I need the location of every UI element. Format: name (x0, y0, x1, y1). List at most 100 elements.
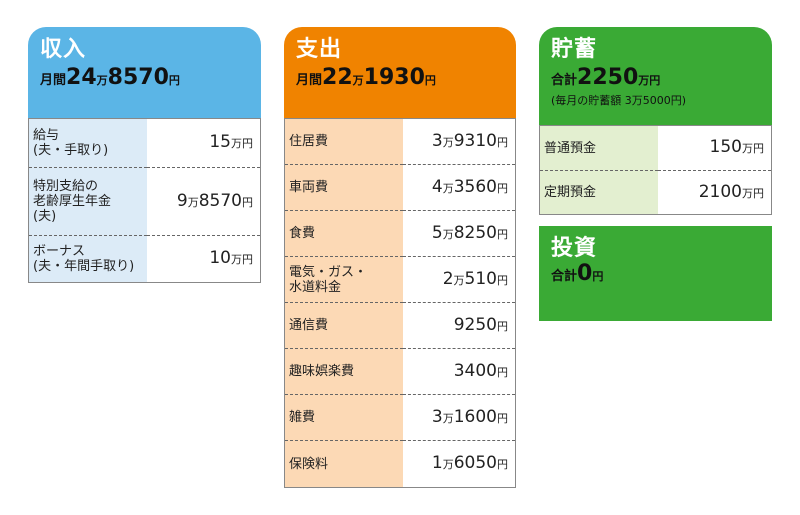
expense-table: 住居費 3万9310円 車両費 4万3560円 食費 5万8250円 電気・ガス・ 水道料金… (284, 118, 516, 488)
unit-label: 円 (592, 270, 604, 283)
amount-number: 8250 (453, 222, 497, 243)
unit-label: 円 (753, 186, 764, 200)
table-row: 住居費 3万9310円 (284, 118, 516, 165)
row-amount: 150万円 (657, 125, 772, 171)
amount-number: 9 (176, 190, 188, 211)
income-total-value: 24万8570円 (66, 65, 180, 90)
row-amount: 3万9310円 (402, 118, 516, 165)
income-title: 収入 (40, 37, 87, 62)
unit-label: 円 (753, 142, 764, 155)
table-row: 車両費 4万3560円 (284, 164, 516, 211)
table-row: 食費 5万8250円 (284, 210, 516, 257)
row-label: 雑費 (284, 394, 403, 441)
row-amount: 10万円 (146, 235, 261, 283)
amount-number: 1600 (453, 406, 497, 427)
unit-label: 円 (242, 195, 253, 209)
table-row: 保険料 1万6050円 (284, 440, 516, 488)
unit-label: 万 (187, 195, 199, 209)
amount-number: 8570 (198, 190, 242, 211)
expense-header: 支出 月間22万1930円 (284, 27, 516, 118)
amount-number: 1930 (363, 65, 425, 90)
unit-label: 円 (242, 253, 253, 266)
row-label: 特別支給の 老齢厚生年金 (夫) (28, 167, 147, 236)
amount-number: 10 (209, 248, 231, 268)
unit-label: 円 (168, 74, 180, 87)
unit-label: 万 (231, 137, 242, 150)
savings-table: 普通預金 150万円 定期預金 2100万円 (539, 125, 772, 215)
table-row: 特別支給の 老齢厚生年金 (夫) 9万8570円 (28, 167, 261, 236)
income-card: 収入 月間24万8570円 給与 (夫・手取り) 15万円 特別支給の 老齢厚生年金… (28, 27, 261, 283)
amount-number: 510 (464, 268, 497, 289)
row-label: 趣味娯楽費 (284, 348, 403, 395)
income-header: 収入 月間24万8570円 (28, 27, 261, 118)
unit-label: 万 (742, 142, 753, 155)
unit-label: 円 (497, 458, 508, 471)
amount-number: 15 (209, 132, 231, 152)
amount-number: 9250 (453, 314, 497, 335)
amount-number: 6050 (453, 453, 497, 473)
total-prefix: 月間 (296, 73, 323, 88)
savings-total: 合計2250万円 (551, 65, 760, 94)
unit-label: 万 (442, 181, 454, 195)
amount-number: 3 (431, 130, 443, 151)
amount-number: 0 (577, 261, 593, 286)
total-prefix: 月間 (40, 73, 67, 88)
investment-card: 投資 合計0円 (539, 226, 772, 321)
amount-number: 2250 (577, 65, 639, 90)
amount-number: 150 (709, 137, 742, 157)
row-amount: 1万6050円 (402, 440, 516, 488)
unit-label: 万 (352, 74, 364, 87)
unit-label: 円 (497, 319, 508, 333)
amount-number: 22 (322, 65, 353, 90)
income-table: 給与 (夫・手取り) 15万円 特別支給の 老齢厚生年金 (夫) 9万8570円 ボーナ… (28, 118, 261, 283)
row-label: 保険料 (284, 440, 403, 488)
unit-label: 円 (649, 74, 661, 87)
unit-label: 万 (96, 74, 108, 87)
investment-header: 投資 合計0円 (539, 226, 772, 321)
table-row: 電気・ガス・ 水道料金 2万510円 (284, 256, 516, 303)
row-amount: 4万3560円 (402, 164, 516, 211)
amount-number: 2 (442, 268, 454, 289)
table-row: 通信費 9250円 (284, 302, 516, 349)
savings-header: 貯蓄 合計2250万円 (毎月の貯蓄額 3万5000円) (539, 27, 772, 125)
unit-label: 万 (453, 273, 465, 287)
total-prefix: 合計 (551, 73, 578, 88)
amount-number: 3400 (453, 360, 497, 381)
unit-label: 万 (742, 186, 753, 200)
unit-label: 万 (442, 411, 454, 425)
row-label: 食費 (284, 210, 403, 257)
unit-label: 万 (231, 253, 242, 266)
unit-label: 万 (442, 135, 454, 149)
table-row: 雑費 3万1600円 (284, 394, 516, 441)
unit-label: 円 (242, 137, 253, 150)
unit-label: 万 (442, 458, 454, 471)
investment-total: 合計0円 (551, 261, 760, 287)
amount-number: 24 (66, 65, 97, 90)
amount-number: 4 (431, 176, 443, 197)
row-label: 普通預金 (539, 125, 658, 171)
expense-total-value: 22万1930円 (322, 65, 436, 90)
row-label: 給与 (夫・手取り) (28, 118, 147, 168)
amount-number: 3560 (453, 176, 497, 197)
row-label: 通信費 (284, 302, 403, 349)
savings-note: (毎月の貯蓄額 3万5000円) (551, 94, 687, 107)
total-prefix: 合計 (551, 269, 578, 284)
unit-label: 円 (497, 365, 508, 379)
income-total: 月間24万8570円 (40, 65, 249, 94)
savings-title: 貯蓄 (551, 37, 598, 62)
row-amount: 2万510円 (402, 256, 516, 303)
row-amount: 5万8250円 (402, 210, 516, 257)
row-label: 住居費 (284, 118, 403, 165)
unit-label: 円 (497, 411, 508, 425)
unit-label: 円 (497, 273, 508, 287)
amount-number: 8570 (107, 65, 169, 90)
amount-number: 1 (431, 453, 443, 473)
amount-number: 2100 (698, 181, 742, 202)
savings-card: 貯蓄 合計2250万円 (毎月の貯蓄額 3万5000円) 普通預金 150万円 定期… (539, 27, 772, 215)
unit-label: 万 (638, 74, 650, 87)
row-label: 車両費 (284, 164, 403, 211)
unit-label: 円 (424, 74, 436, 87)
table-row: 趣味娯楽費 3400円 (284, 348, 516, 395)
investment-title: 投資 (551, 236, 598, 261)
amount-number: 3 (431, 406, 443, 427)
